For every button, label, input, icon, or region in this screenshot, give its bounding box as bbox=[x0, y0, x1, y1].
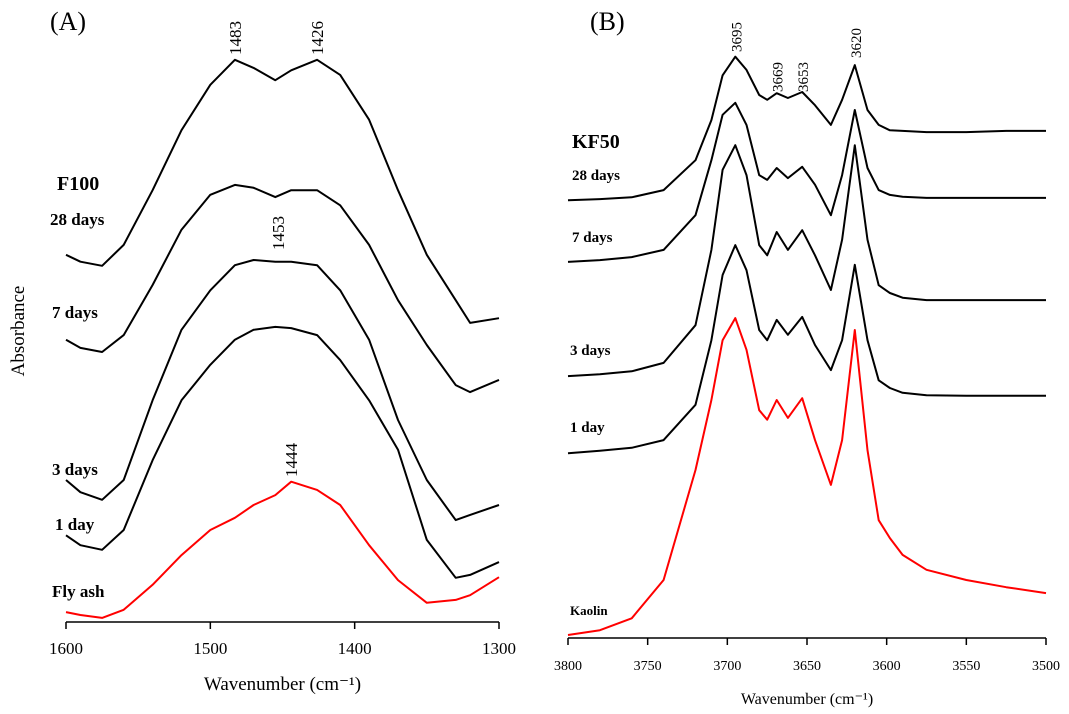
x-tick-label: 3800 bbox=[554, 659, 582, 674]
spectrum-line bbox=[65, 58, 500, 324]
spectrum-line bbox=[567, 244, 1046, 455]
y-axis-label: Absorbance bbox=[8, 286, 29, 377]
panel-title: (B) bbox=[590, 7, 625, 36]
series-label: Fly ash bbox=[52, 582, 105, 601]
sample-name: F100 bbox=[57, 173, 99, 195]
series-label: Kaolin bbox=[570, 603, 608, 618]
spectrum-line bbox=[567, 144, 1046, 378]
series-label: 3 days bbox=[52, 460, 98, 479]
x-axis-label: Wavenumber (cm⁻¹) bbox=[204, 674, 361, 695]
x-tick-label: 3650 bbox=[793, 659, 821, 674]
x-tick-label: 1500 bbox=[193, 639, 227, 658]
peak-label: 1453 bbox=[269, 216, 288, 250]
peak-label: 1483 bbox=[226, 21, 245, 55]
spectrum-line bbox=[65, 183, 500, 394]
peak-label: 1426 bbox=[308, 21, 327, 55]
x-tick-label: 3700 bbox=[713, 659, 741, 674]
x-tick-label: 1300 bbox=[482, 639, 516, 658]
spectrum-line bbox=[567, 317, 1047, 636]
x-tick-label: 3600 bbox=[873, 659, 901, 674]
spectrum-line bbox=[567, 101, 1046, 263]
x-tick-label: 3500 bbox=[1032, 659, 1060, 674]
peak-label: 3653 bbox=[796, 62, 812, 92]
peak-label: 1444 bbox=[282, 443, 301, 478]
series-label: 7 days bbox=[52, 303, 98, 322]
x-tick-label: 3750 bbox=[634, 659, 662, 674]
series-label: 1 day bbox=[55, 515, 95, 534]
spectrum-line bbox=[65, 325, 500, 579]
series-label: 1 day bbox=[570, 420, 605, 436]
series-label: 28 days bbox=[572, 168, 620, 184]
spectrum-line bbox=[567, 55, 1046, 202]
peak-label: 3669 bbox=[771, 62, 787, 92]
peak-label: 3620 bbox=[849, 28, 865, 58]
sample-name: KF50 bbox=[572, 131, 620, 153]
peak-label: 3695 bbox=[729, 22, 745, 52]
spectrum-line bbox=[65, 259, 500, 522]
x-tick-label: 3550 bbox=[952, 659, 980, 674]
series-label: 28 days bbox=[50, 210, 105, 229]
spectrum-line bbox=[65, 480, 500, 619]
series-label: 3 days bbox=[570, 343, 611, 359]
series-label: 7 days bbox=[572, 230, 613, 246]
x-tick-label: 1400 bbox=[338, 639, 372, 658]
panel-title: (A) bbox=[50, 7, 86, 36]
x-tick-label: 1600 bbox=[49, 639, 83, 658]
x-axis-label: Wavenumber (cm⁻¹) bbox=[741, 691, 873, 708]
